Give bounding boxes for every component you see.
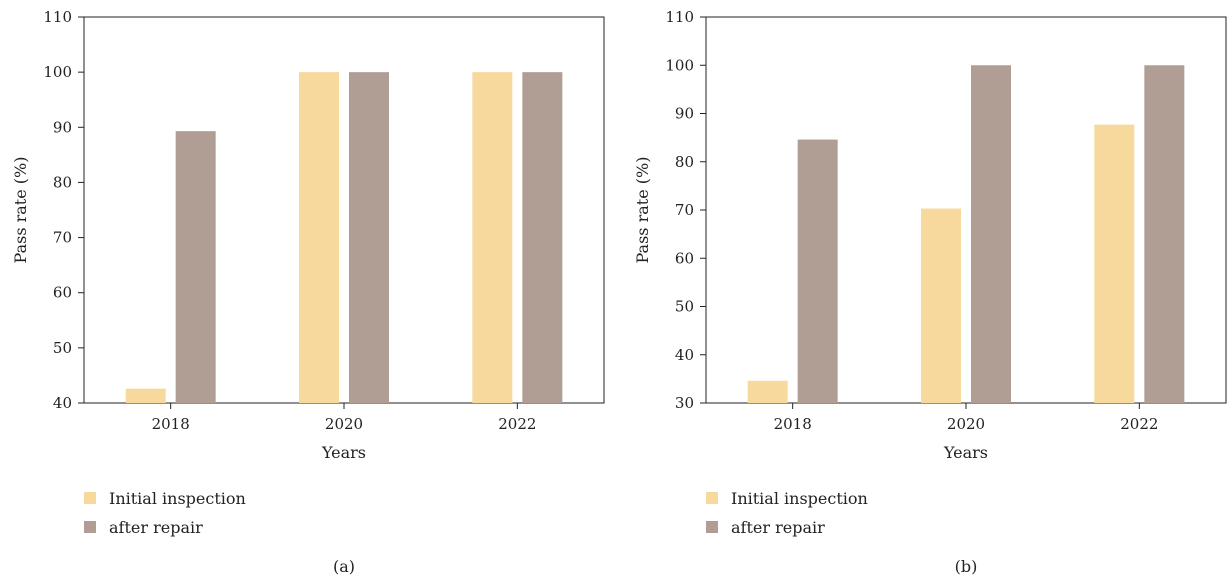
x-tick-label: 2020 xyxy=(947,415,985,433)
panel-label-b: (b) xyxy=(955,557,978,576)
bar-repair-2018 xyxy=(175,131,216,403)
y-tick-label: 40 xyxy=(675,346,694,364)
y-tick-label: 110 xyxy=(43,8,72,26)
x-tick-label: 2018 xyxy=(774,415,812,433)
panel-label-a: (a) xyxy=(333,557,355,576)
x-axis-ticks: 2018 2020 2022 xyxy=(774,403,1158,433)
y-tick-label: 30 xyxy=(675,394,694,412)
y-tick-label: 50 xyxy=(675,298,694,316)
legend-swatch-initial xyxy=(84,492,96,504)
y-tick-label: 60 xyxy=(53,284,72,302)
y-tick-label: 100 xyxy=(43,63,72,81)
y-axis-label: Pass rate (%) xyxy=(633,157,652,264)
x-tick-label: 2020 xyxy=(325,415,363,433)
y-tick-label: 70 xyxy=(53,229,72,247)
legend-label-initial: Initial inspection xyxy=(731,489,868,508)
bar-repair-2022 xyxy=(1144,65,1185,403)
bars xyxy=(125,72,563,404)
bar-repair-2018 xyxy=(797,139,838,403)
bar-repair-2020 xyxy=(971,65,1011,403)
y-tick-label: 110 xyxy=(665,8,694,26)
bar-initial-2020 xyxy=(299,72,339,404)
x-tick-label: 2022 xyxy=(1120,415,1158,433)
x-axis-label: Years xyxy=(321,443,366,462)
bar-repair-2022 xyxy=(522,72,563,404)
legend-swatch-repair xyxy=(84,521,96,533)
bar-initial-2018 xyxy=(125,388,166,403)
legend-swatch-repair xyxy=(706,521,718,533)
y-tick-label: 60 xyxy=(675,249,694,267)
bar-initial-2022 xyxy=(472,72,513,404)
y-tick-label: 100 xyxy=(665,56,694,74)
legend: Initial inspection after repair xyxy=(84,489,246,537)
x-tick-label: 2018 xyxy=(152,415,190,433)
y-tick-label: 40 xyxy=(53,394,72,412)
legend-label-initial: Initial inspection xyxy=(109,489,246,508)
y-tick-label: 70 xyxy=(675,201,694,219)
x-axis-label: Years xyxy=(943,443,988,462)
y-tick-label: 80 xyxy=(675,153,694,171)
legend-label-repair: after repair xyxy=(731,518,825,537)
legend-label-repair: after repair xyxy=(109,518,203,537)
bar-initial-2018 xyxy=(747,380,788,403)
legend: Initial inspection after repair xyxy=(706,489,868,537)
y-axis-ticks: 40 50 60 70 80 90 100 110 xyxy=(43,8,84,412)
bar-initial-2022 xyxy=(1094,124,1135,403)
y-tick-label: 90 xyxy=(53,118,72,136)
y-tick-label: 80 xyxy=(53,173,72,191)
x-tick-label: 2022 xyxy=(498,415,536,433)
legend-swatch-initial xyxy=(706,492,718,504)
chart-panel-a: 40 50 60 70 80 90 100 110 2018 2020 2022 Years Pa… xyxy=(11,8,605,576)
y-tick-label: 50 xyxy=(53,339,72,357)
bar-initial-2020 xyxy=(921,208,961,403)
bar-repair-2020 xyxy=(349,72,389,404)
y-axis-label: Pass rate (%) xyxy=(11,157,30,264)
y-axis-ticks: 30 40 50 60 70 80 90 100 110 xyxy=(665,8,706,412)
x-axis-ticks: 2018 2020 2022 xyxy=(152,403,536,433)
y-tick-label: 90 xyxy=(675,105,694,123)
bars xyxy=(747,65,1185,403)
